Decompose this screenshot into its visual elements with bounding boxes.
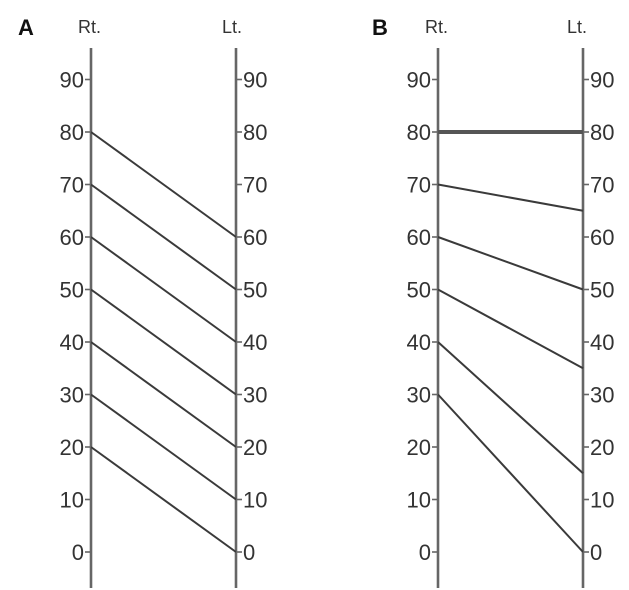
panel-a-lt-tick-label-0: 0 (243, 540, 255, 565)
panel-b-lt-tick-label-40: 40 (590, 330, 614, 355)
panel-a-lt-tick-label-50: 50 (243, 278, 267, 303)
panel-a-rt-label: Rt. (78, 17, 101, 37)
panel-b-connector-30-to-0 (437, 393, 584, 553)
panel-a-connector-60-to-40 (90, 236, 237, 343)
panel-a-lt-tick-label-70: 70 (243, 173, 267, 198)
panel-a-lt-tick-label-40: 40 (243, 330, 267, 355)
panel-a-scales: 0 0 10 10 20 20 30 30 40 40 50 50 60 60 70 70 80 80 90 90 (60, 48, 267, 588)
panel-b-lt-tick-label-0: 0 (590, 540, 602, 565)
panel-a-rt-tick-label-0: 0 (72, 540, 84, 565)
panel-a: A Rt. Lt. 0 0 10 10 20 20 30 30 40 40 50 50 60 60 70 70… (18, 15, 267, 588)
panel-b-rt-tick-label-50: 50 (407, 278, 431, 303)
panel-b-rt-tick-label-60: 60 (407, 225, 431, 250)
panel-b-lt-tick-label-60: 60 (590, 225, 614, 250)
panel-a-lt-label: Lt. (222, 17, 242, 37)
panel-a-connector-40-to-20 (90, 341, 237, 448)
panel-b-rt-tick-label-40: 40 (407, 330, 431, 355)
panel-b-connector-60-to-50 (437, 236, 584, 291)
panel-b-lt-tick-label-30: 30 (590, 383, 614, 408)
panel-b-rt-tick-label-30: 30 (407, 383, 431, 408)
panel-b-rt-tick-label-0: 0 (419, 540, 431, 565)
panel-b-lt-tick-label-80: 80 (590, 120, 614, 145)
panel-b-rt-tick-label-90: 90 (407, 68, 431, 93)
panel-a-lt-tick-label-80: 80 (243, 120, 267, 145)
panel-b-connector-70-to-65 (437, 183, 584, 212)
panel-b-lt-tick-label-20: 20 (590, 435, 614, 460)
panel-b-rt-tick-label-80: 80 (407, 120, 431, 145)
panel-a-lt-tick-label-60: 60 (243, 225, 267, 250)
panel-a-letter: A (18, 15, 34, 40)
panel-b-scales: 0 0 10 10 20 20 30 30 40 40 50 50 60 60 70 70 80 80 90 90 (407, 48, 614, 588)
panel-b-rt-label: Rt. (425, 17, 448, 37)
panel-a-rt-tick-label-30: 30 (60, 383, 84, 408)
panel-b-lt-tick-label-90: 90 (590, 68, 614, 93)
panel-b: B Rt. Lt. 0 0 10 10 20 20 30 30 40 40 50 50 60 60 70 70… (372, 15, 614, 588)
panel-a-rt-tick-label-90: 90 (60, 68, 84, 93)
panel-a-rt-tick-label-60: 60 (60, 225, 84, 250)
panel-b-lt-tick-label-70: 70 (590, 173, 614, 198)
panel-b-connector-40-to-15 (437, 341, 584, 474)
panel-a-lt-tick-label-20: 20 (243, 435, 267, 460)
panel-a-connector-80-to-60 (90, 131, 237, 238)
panel-b-lt-tick-label-10: 10 (590, 488, 614, 513)
panel-a-connector-50-to-30 (90, 288, 237, 396)
panel-b-rt-tick-label-70: 70 (407, 173, 431, 198)
panel-a-rt-tick-label-40: 40 (60, 330, 84, 355)
panel-a-rt-tick-label-70: 70 (60, 173, 84, 198)
panel-b-connector-50-to-35 (437, 288, 584, 370)
panel-a-connector-20-to-0 (90, 446, 237, 553)
panel-b-rt-tick-label-10: 10 (407, 488, 431, 513)
panel-b-lt-label: Lt. (567, 17, 587, 37)
panel-a-rt-tick-label-20: 20 (60, 435, 84, 460)
panel-a-lt-tick-label-10: 10 (243, 488, 267, 513)
panel-a-connector-30-to-10 (90, 393, 237, 501)
panel-a-rt-tick-label-50: 50 (60, 278, 84, 303)
panel-a-rt-tick-label-80: 80 (60, 120, 84, 145)
panel-a-connector-70-to-50 (90, 183, 237, 291)
panel-b-rt-tick-label-20: 20 (407, 435, 431, 460)
panel-a-lt-tick-label-90: 90 (243, 68, 267, 93)
panel-b-letter: B (372, 15, 388, 40)
panel-a-lt-tick-label-30: 30 (243, 383, 267, 408)
panel-b-lt-tick-label-50: 50 (590, 278, 614, 303)
panel-a-rt-tick-label-10: 10 (60, 488, 84, 513)
